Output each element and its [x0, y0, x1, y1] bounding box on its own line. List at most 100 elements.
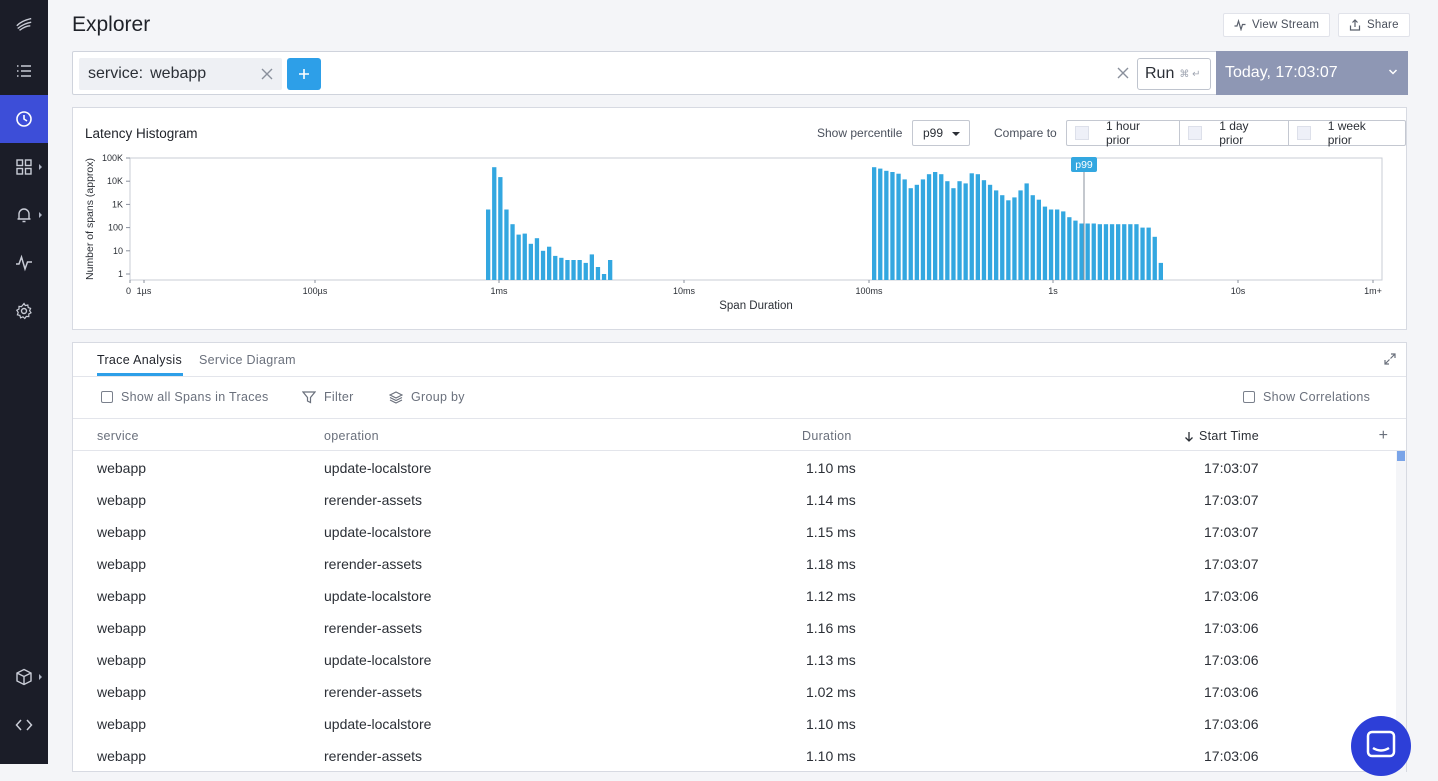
histogram-bar[interactable] — [902, 179, 907, 280]
add-filter-button[interactable] — [287, 58, 321, 90]
table-row[interactable]: webapp update-localstore 1.12 ms 17:03:06 — [73, 579, 1395, 611]
compare-1-hour[interactable]: 1 hour prior — [1067, 119, 1181, 147]
histogram-bar[interactable] — [522, 233, 527, 280]
share-button[interactable]: Share — [1338, 13, 1410, 37]
histogram-bar[interactable] — [1061, 211, 1066, 280]
histogram-bar[interactable] — [601, 274, 607, 280]
table-row[interactable]: webapp rerender-assets 1.14 ms 17:03:07 — [73, 483, 1395, 515]
tab-trace-analysis[interactable]: Trace Analysis — [97, 353, 183, 367]
histogram-bar[interactable] — [1109, 224, 1115, 280]
histogram-bar[interactable] — [1073, 220, 1078, 280]
table-row[interactable]: webapp update-localstore 1.10 ms 17:03:07 — [73, 451, 1395, 483]
histogram-bar[interactable] — [1030, 195, 1035, 280]
histogram-bar[interactable] — [516, 234, 521, 280]
table-row[interactable]: webapp update-localstore 1.13 ms 17:03:06 — [73, 643, 1395, 675]
histogram-bar[interactable] — [878, 168, 883, 280]
histogram-bar[interactable] — [1146, 227, 1151, 280]
histogram-bar[interactable] — [1158, 262, 1163, 280]
sidebar-item-packages[interactable] — [0, 653, 48, 701]
histogram-bar[interactable] — [565, 260, 570, 280]
column-header-operation[interactable]: operation — [324, 429, 379, 443]
histogram-bar[interactable] — [920, 179, 926, 280]
compare-checkbox[interactable] — [1188, 126, 1203, 140]
percentile-select[interactable]: p99 — [912, 120, 970, 146]
histogram-bar[interactable] — [571, 260, 576, 280]
table-row[interactable]: webapp rerender-assets 1.16 ms 17:03:06 — [73, 611, 1395, 643]
histogram-bar[interactable] — [608, 260, 613, 280]
scrollbar-thumb[interactable] — [1397, 451, 1405, 461]
view-stream-button[interactable]: View Stream — [1223, 13, 1331, 37]
table-row[interactable]: webapp rerender-assets 1.18 ms 17:03:07 — [73, 547, 1395, 579]
histogram-bar[interactable] — [872, 167, 877, 280]
sidebar-item-logo[interactable] — [0, 0, 48, 48]
checkbox[interactable] — [101, 391, 113, 403]
sidebar-item-list[interactable] — [0, 47, 48, 95]
histogram-bar[interactable] — [498, 177, 503, 280]
sidebar-item-dashboards[interactable] — [0, 143, 48, 191]
compare-checkbox[interactable] — [1075, 126, 1089, 140]
table-row[interactable]: webapp rerender-assets 1.10 ms 17:03:06 — [73, 739, 1395, 771]
sidebar-item-alerts[interactable] — [0, 191, 48, 239]
histogram-bar[interactable] — [884, 170, 889, 280]
histogram-bar[interactable] — [939, 174, 944, 280]
latency-histogram-chart[interactable]: 100K 10K 1K 100 10 10 1µs 100µs 1ms 10ms 100ms 1s 10… — [73, 146, 1406, 326]
scrollbar[interactable] — [1396, 451, 1406, 773]
histogram-bar[interactable] — [1042, 206, 1048, 280]
chat-launcher[interactable] — [1351, 716, 1411, 776]
sidebar-item-explorer[interactable] — [0, 95, 48, 143]
histogram-bar[interactable] — [896, 173, 901, 280]
histogram-bar[interactable] — [908, 188, 913, 280]
histogram-bar[interactable] — [534, 238, 540, 280]
expand-icon[interactable] — [1384, 353, 1396, 365]
compare-1-day[interactable]: 1 day prior — [1180, 119, 1289, 147]
histogram-bar[interactable] — [486, 209, 491, 281]
histogram-bar[interactable] — [981, 180, 987, 280]
histogram-bar[interactable] — [595, 267, 601, 280]
histogram-bar[interactable] — [963, 183, 968, 280]
histogram-bar[interactable] — [1067, 217, 1072, 280]
p99-marker-badge[interactable] — [1071, 157, 1097, 172]
histogram-bar[interactable] — [1134, 224, 1139, 280]
histogram-bar[interactable] — [1116, 224, 1121, 280]
group-by-button[interactable]: Group by — [389, 390, 465, 404]
histogram-bar[interactable] — [1079, 223, 1084, 281]
histogram-bar[interactable] — [510, 224, 515, 280]
filter-button[interactable]: Filter — [302, 390, 354, 404]
table-row[interactable]: webapp update-localstore 1.15 ms 17:03:07 — [73, 515, 1395, 547]
histogram-bar[interactable] — [528, 243, 533, 280]
histogram-bar[interactable] — [945, 181, 950, 280]
histogram-bar[interactable] — [1085, 223, 1090, 281]
histogram-bar[interactable] — [1024, 183, 1029, 280]
histogram-bar[interactable] — [1091, 223, 1096, 281]
histogram-bar[interactable] — [1122, 224, 1127, 280]
run-button[interactable]: Run ⌘ ↵ — [1137, 58, 1211, 90]
close-icon[interactable] — [260, 67, 274, 81]
histogram-bar[interactable] — [1152, 236, 1157, 280]
column-header-service[interactable]: service — [97, 429, 139, 443]
show-all-spans-toggle[interactable]: Show all Spans in Traces — [101, 390, 269, 404]
histogram-bar[interactable] — [994, 190, 999, 280]
histogram-bar[interactable] — [583, 262, 588, 280]
histogram-bar[interactable] — [933, 172, 938, 280]
column-header-duration[interactable]: Duration — [802, 429, 852, 443]
histogram-bar[interactable] — [987, 184, 993, 280]
histogram-bar[interactable] — [951, 188, 956, 280]
histogram-bar[interactable] — [1000, 195, 1005, 280]
histogram-bar[interactable] — [577, 260, 582, 280]
clear-query-icon[interactable] — [1116, 66, 1130, 80]
histogram-bar[interactable] — [1048, 209, 1054, 281]
histogram-bar[interactable] — [559, 257, 564, 280]
histogram-bar[interactable] — [890, 172, 895, 280]
compare-checkbox[interactable] — [1296, 126, 1311, 140]
histogram-bar[interactable] — [969, 173, 974, 280]
histogram-bar[interactable] — [1006, 200, 1011, 280]
histogram-bar[interactable] — [926, 174, 932, 280]
histogram-bar[interactable] — [1036, 199, 1041, 280]
histogram-bar[interactable] — [1012, 197, 1017, 280]
histogram-bar[interactable] — [975, 174, 980, 280]
histogram-bar[interactable] — [914, 184, 919, 280]
histogram-bar[interactable] — [540, 250, 546, 280]
histogram-bar[interactable] — [504, 209, 509, 281]
histogram-bar[interactable] — [1018, 190, 1023, 280]
histogram-bar[interactable] — [589, 254, 594, 280]
